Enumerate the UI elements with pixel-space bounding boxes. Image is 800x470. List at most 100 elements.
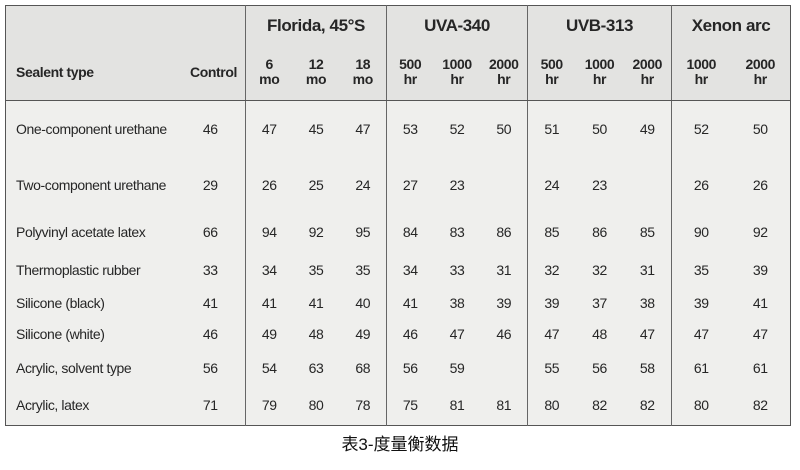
cell: 82 xyxy=(752,396,768,413)
column-header: 12 mo xyxy=(292,44,340,101)
cell: 53 xyxy=(386,100,434,159)
row-label: Thermoplastic rubber xyxy=(16,261,141,278)
cell: 56 xyxy=(592,359,607,376)
cell xyxy=(624,159,672,213)
cell: 48 xyxy=(308,326,324,342)
data-row: One-component urethane 46 47 45 47 53 52 50 51 50… xyxy=(6,100,791,159)
cell: 92 xyxy=(308,224,324,240)
cell: 47 xyxy=(449,326,465,342)
column-header: 2000 hr xyxy=(480,44,528,101)
cell: 24 xyxy=(527,158,576,213)
cell: 66 xyxy=(202,224,218,240)
cell: 39 xyxy=(496,294,512,311)
cell: 86 xyxy=(496,224,512,240)
cell: 26 xyxy=(245,158,293,213)
cell: 39 xyxy=(527,287,576,319)
data-row: Silicone (white) 46 49 48 49 46 47 46 47 48 47 47 47 xyxy=(6,318,791,351)
cell: 25 xyxy=(308,177,324,193)
data-row: Two-component urethane 29 26 25 24 27 23 24 23 26… xyxy=(6,158,791,213)
column-header: 2000 hr xyxy=(623,44,672,101)
cell: 37 xyxy=(592,294,607,311)
cell: 71 xyxy=(202,396,218,413)
cell: 39 xyxy=(752,261,768,278)
cell: 41 xyxy=(752,294,768,311)
cell: 85 xyxy=(639,224,655,240)
cell: 31 xyxy=(496,261,512,278)
cell: 79 xyxy=(245,385,293,426)
cell: 41 xyxy=(308,294,324,311)
cell: 82 xyxy=(592,396,607,413)
cell: 47 xyxy=(527,318,576,351)
cell xyxy=(481,351,528,386)
data-row: Acrylic, latex 71 79 80 78 75 81 81 80 82 82 80 82 xyxy=(6,385,791,426)
row-label: Polyvinyl acetate latex xyxy=(16,224,146,240)
cell: 38 xyxy=(449,294,465,311)
cell: 80 xyxy=(527,385,576,426)
cell: 47 xyxy=(639,326,655,342)
row-label: Two-component urethane xyxy=(16,177,166,193)
cell: 86 xyxy=(592,224,607,240)
cell: 84 xyxy=(386,212,434,253)
cell: 26 xyxy=(752,177,768,193)
cell: 51 xyxy=(527,100,576,159)
cell: 90 xyxy=(671,212,731,253)
cell: 82 xyxy=(639,396,655,413)
column-header: 500 hr xyxy=(527,44,576,101)
cell: 50 xyxy=(496,121,512,138)
cell: 31 xyxy=(639,261,655,278)
column-header: 18 mo xyxy=(339,44,387,101)
cell: 63 xyxy=(308,359,324,376)
cell: 80 xyxy=(308,396,324,413)
cell: 33 xyxy=(449,261,465,278)
column-header: 1000 hr xyxy=(671,44,731,101)
cell: 78 xyxy=(355,396,371,413)
cell: 50 xyxy=(752,121,768,138)
row-label: Silicone (white) xyxy=(16,326,105,342)
cell: 61 xyxy=(752,359,768,376)
data-row: Acrylic, solvent type 56 54 63 68 56 59 55 56 58 6… xyxy=(6,350,791,386)
cell: 41 xyxy=(386,287,434,319)
cell: 29 xyxy=(202,177,218,193)
column-header: 1000 hr xyxy=(433,44,481,101)
cell: 61 xyxy=(671,350,731,386)
cell: 52 xyxy=(671,100,731,159)
cell: 39 xyxy=(671,287,731,319)
cell: 41 xyxy=(245,287,293,319)
cell: 49 xyxy=(355,326,371,342)
group-header: UVB-313 xyxy=(527,5,672,44)
cell: 46 xyxy=(386,318,434,351)
blank-header-cell xyxy=(5,5,176,44)
column-header: 6 mo xyxy=(245,44,293,101)
cell: 50 xyxy=(592,121,607,138)
cell: 80 xyxy=(671,385,731,426)
caption: 表3-度量衡数据 xyxy=(341,435,459,454)
cell: 27 xyxy=(386,158,434,213)
data-row: Polyvinyl acetate latex 66 94 92 95 84 83 86 85 8… xyxy=(6,212,791,253)
cell: 46 xyxy=(496,326,512,342)
cell: 32 xyxy=(527,252,576,288)
cell: 41 xyxy=(202,294,218,311)
column-header: 500 hr xyxy=(386,44,434,101)
cell: 56 xyxy=(386,350,434,386)
cell xyxy=(481,159,528,213)
cell: 38 xyxy=(639,294,655,311)
cell: 81 xyxy=(496,396,512,413)
cell: 48 xyxy=(592,326,607,342)
cell: 75 xyxy=(386,385,434,426)
row-header: Sealent type xyxy=(5,44,176,101)
cell: 68 xyxy=(355,359,371,376)
cell: 94 xyxy=(245,212,293,253)
cell: 59 xyxy=(449,359,465,376)
cell: 34 xyxy=(245,252,293,288)
cell: 26 xyxy=(671,158,731,213)
cell: 46 xyxy=(202,326,218,342)
cell: 46 xyxy=(202,121,218,138)
blank-header-cell xyxy=(175,5,246,44)
column-header: Control xyxy=(175,44,246,101)
cell: 52 xyxy=(449,121,465,138)
data-row: Silicone (black) 41 41 41 40 41 38 39 39 37 38 39 41 xyxy=(6,287,791,319)
cell: 34 xyxy=(386,252,434,288)
cell: 23 xyxy=(449,177,465,193)
group-header: Florida, 45°S xyxy=(245,5,387,44)
column-header: 1000 hr xyxy=(575,44,624,101)
